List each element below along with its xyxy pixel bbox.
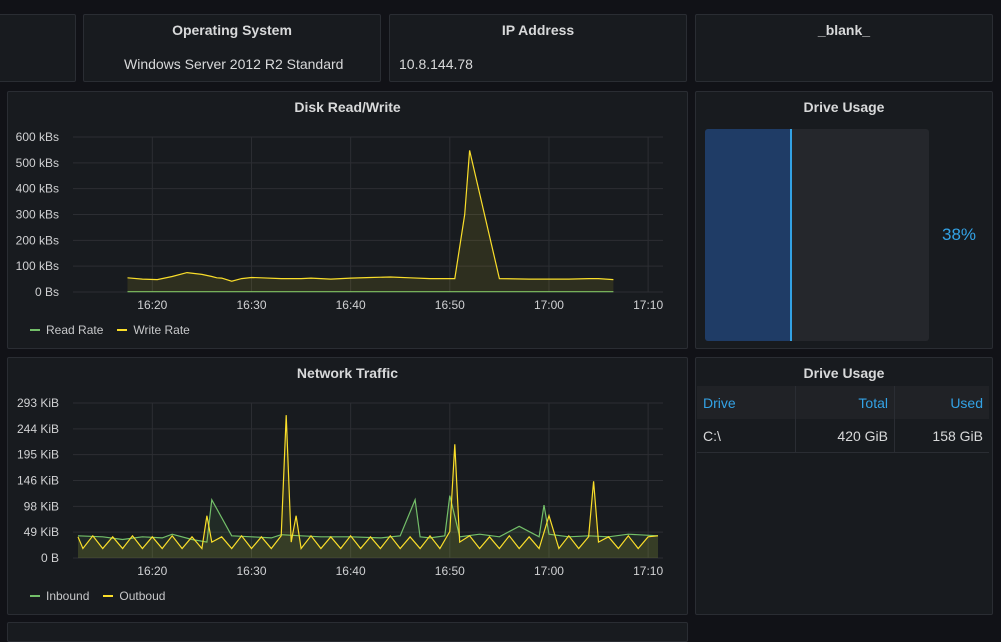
y-tick-label: 400 kBs <box>16 182 59 196</box>
stat-panel-left-partial <box>0 14 76 82</box>
x-tick-label: 17:10 <box>633 298 663 312</box>
stat-panel-blank: _blank_ <box>695 14 993 82</box>
series-line-inbound <box>78 496 658 542</box>
disk-read-write-panel: Disk Read/Write 0 Bs 100 kBs 200 kBs 300 kB… <box>7 91 688 349</box>
disk-read-write-chart: 0 Bs 100 kBs 200 kBs 300 kBs 400 kBs 500 kBs 6… <box>8 118 687 333</box>
legend-item-read-rate[interactable]: Read Rate <box>30 323 103 337</box>
y-tick-label: 300 kBs <box>16 208 59 222</box>
legend-swatch <box>30 329 40 331</box>
series-line-outboud <box>78 415 658 548</box>
x-tick-label: 17:00 <box>534 564 564 578</box>
y-tick-label: 98 KiB <box>24 499 59 513</box>
table-row: C:\ 420 GiB 158 GiB <box>697 419 989 453</box>
legend-swatch <box>117 329 127 331</box>
x-tick-label: 16:50 <box>435 564 465 578</box>
y-tick-label: 200 kBs <box>16 233 59 247</box>
x-tick-label: 17:10 <box>633 564 663 578</box>
legend-swatch <box>30 595 40 597</box>
y-tick-label: 146 KiB <box>17 474 59 488</box>
y-tick-label: 49 KiB <box>24 525 59 539</box>
bottom-panel-partial <box>7 622 688 642</box>
x-tick-label: 16:30 <box>236 298 266 312</box>
legend-label: Outboud <box>119 589 165 603</box>
legend-label: Inbound <box>46 589 89 603</box>
y-tick-label: 0 Bs <box>35 285 59 299</box>
stat-panel-operating-system: Operating System Windows Server 2012 R2 … <box>83 14 381 82</box>
x-tick-label: 16:40 <box>336 298 366 312</box>
table-cell-used: 158 GiB <box>895 419 990 453</box>
panel-title: _blank_ <box>696 22 992 38</box>
y-tick-label: 244 KiB <box>17 422 59 436</box>
x-tick-label: 16:30 <box>236 564 266 578</box>
x-tick-label: 16:20 <box>137 564 167 578</box>
stat-panel-ip-address: IP Address 10.8.144.78 <box>389 14 687 82</box>
ip-value: 10.8.144.78 <box>399 56 473 72</box>
y-tick-label: 195 KiB <box>17 448 59 462</box>
legend-label: Read Rate <box>46 323 103 337</box>
table-header-row: Drive Total Used <box>697 386 989 419</box>
panel-title: Operating System <box>84 22 380 38</box>
legend-item-write-rate[interactable]: Write Rate <box>117 323 189 337</box>
table-cell-drive: C:\ <box>697 419 796 453</box>
x-tick-label: 16:40 <box>336 564 366 578</box>
legend-item-inbound[interactable]: Inbound <box>30 589 89 603</box>
panel-title: Network Traffic <box>8 365 687 381</box>
panel-title: Drive Usage <box>696 365 992 381</box>
drive-usage-table-panel: Drive Usage Drive Total Used C:\ 420 GiB… <box>695 357 993 615</box>
y-tick-label: 0 B <box>41 551 59 565</box>
y-tick-label: 100 kBs <box>16 259 59 273</box>
drive-table: Drive Total Used C:\ 420 GiB 158 GiB <box>697 386 989 453</box>
disk-legend: Read Rate Write Rate <box>30 323 190 337</box>
panel-title: IP Address <box>390 22 686 38</box>
x-tick-label: 17:00 <box>534 298 564 312</box>
drive-usage-gauge-panel: Drive Usage 38% <box>695 91 993 349</box>
y-tick-label: 600 kBs <box>16 130 59 144</box>
y-tick-label: 293 KiB <box>17 396 59 410</box>
column-header-used[interactable]: Used <box>895 386 990 419</box>
y-tick-label: 500 kBs <box>16 156 59 170</box>
panel-title: Drive Usage <box>696 99 992 115</box>
legend-label: Write Rate <box>133 323 189 337</box>
series-area-write-rate <box>128 150 614 292</box>
network-traffic-chart: 0 B 49 KiB 98 KiB 146 KiB 195 KiB 244 KiB 293 … <box>8 384 687 599</box>
network-traffic-panel: Network Traffic 0 B 49 KiB 98 KiB 146 KiB 19… <box>7 357 688 615</box>
gauge-track <box>705 129 929 341</box>
legend-item-outbound[interactable]: Outboud <box>103 589 165 603</box>
gauge-fill <box>705 129 792 341</box>
network-legend: Inbound Outboud <box>30 589 165 603</box>
legend-swatch <box>103 595 113 597</box>
os-value: Windows Server 2012 R2 Standard <box>124 56 343 72</box>
series-line-write-rate <box>128 150 614 281</box>
gauge-value: 38% <box>942 225 976 245</box>
table-cell-total: 420 GiB <box>796 419 895 453</box>
x-tick-label: 16:50 <box>435 298 465 312</box>
x-tick-label: 16:20 <box>137 298 167 312</box>
column-header-drive[interactable]: Drive <box>697 386 796 419</box>
panel-title: Disk Read/Write <box>8 99 687 115</box>
column-header-total[interactable]: Total <box>796 386 895 419</box>
